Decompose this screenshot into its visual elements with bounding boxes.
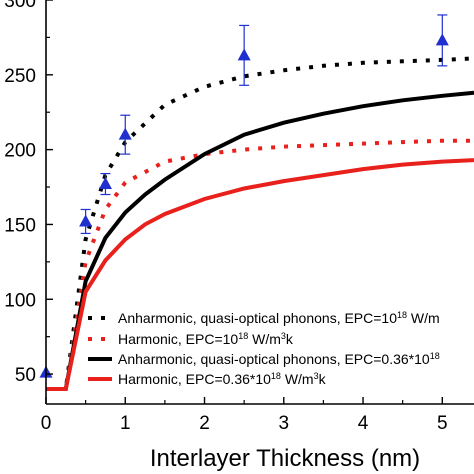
x-tick-label: 4: [358, 413, 369, 434]
y-tick-label: 50: [15, 365, 36, 386]
x-tick-label: 5: [437, 413, 448, 434]
axes: 0 1 2 3 4 5 50 100 150 200 250 300: [4, 0, 474, 434]
x-tick-label: 0: [41, 413, 52, 434]
y-tick-label: 150: [4, 215, 36, 236]
y-tick-label: 100: [4, 290, 36, 311]
y-tick-label: 200: [4, 141, 36, 162]
legend-label: Anharmonic, quasi-optical phonons, EPC=0…: [118, 351, 440, 367]
triangle-marker: [435, 33, 449, 46]
legend-label: Anharmonic, quasi-optical phonons, EPC=1…: [118, 310, 440, 326]
x-axis-title: Interlayer Thickness (nm): [150, 445, 420, 472]
curves: [46, 56, 474, 391]
triangle-marker: [79, 214, 93, 227]
x-tick-label: 2: [199, 413, 210, 434]
data-point: [98, 172, 112, 196]
legend-label: Harmonic, EPC=0.36*1018 W/m3k: [118, 371, 327, 387]
series-line-4: [46, 158, 474, 391]
data-points: [39, 14, 449, 378]
y-tick-label: 300: [4, 0, 36, 12]
x-tick-label: 1: [120, 413, 131, 434]
data-point: [435, 14, 449, 67]
x-tick-label: 3: [278, 413, 289, 434]
data-point: [118, 114, 132, 155]
data-point: [237, 24, 251, 86]
series-line-3: [46, 90, 474, 391]
triangle-marker: [98, 177, 112, 190]
series-line-2: [46, 138, 474, 391]
y-tick-label: 250: [4, 66, 36, 87]
legend-label: Harmonic, EPC=1018 W/m3k: [118, 331, 294, 347]
legend: Anharmonic, quasi-optical phonons, EPC=1…: [88, 310, 440, 387]
data-point: [79, 208, 93, 235]
triangle-marker: [118, 127, 132, 140]
triangle-marker: [237, 48, 251, 61]
